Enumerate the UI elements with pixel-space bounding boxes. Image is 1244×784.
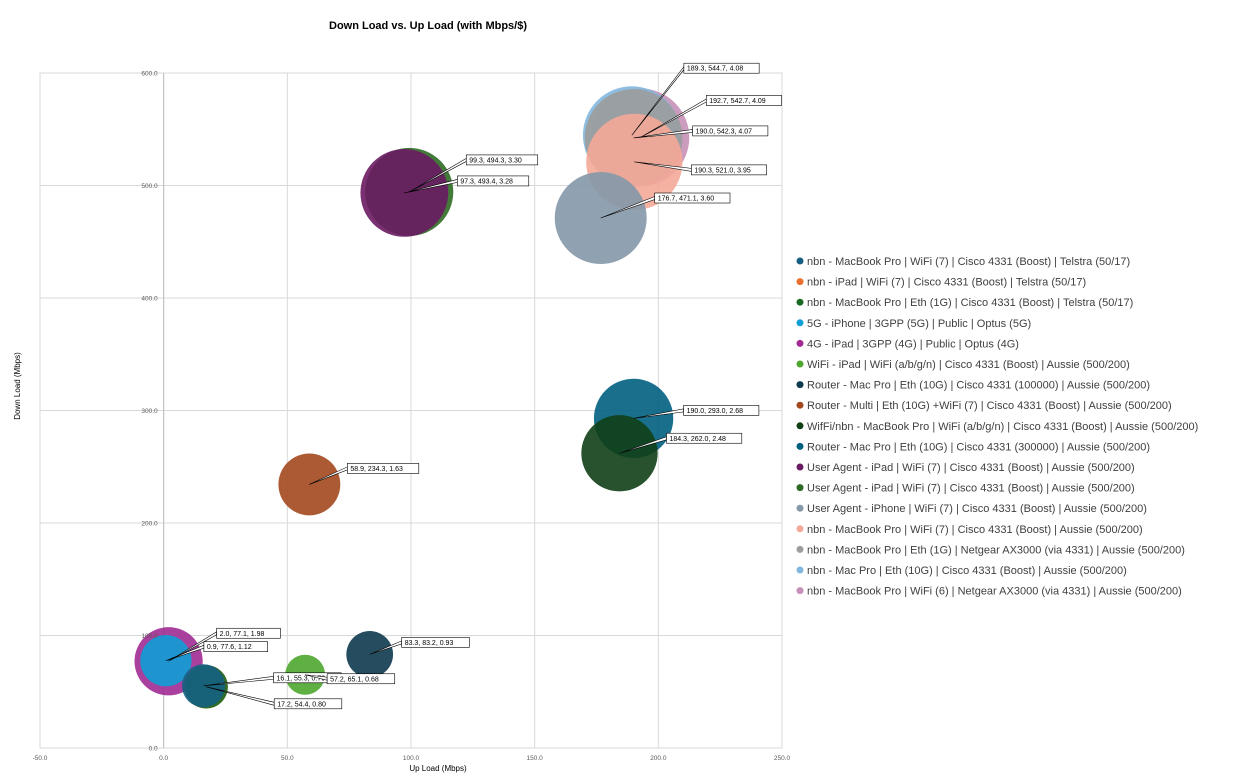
legend-marker — [796, 442, 804, 450]
plot-area: 16.1, 55.3, 0.79 17.2, 54.4, 0.80 0.9, 77.… — [39, 62, 783, 749]
callout-box — [273, 698, 343, 710]
y-tick-label: 600.0 — [141, 71, 158, 78]
legend-marker — [796, 566, 804, 574]
x-tick-label: 100.0 — [403, 755, 420, 762]
legend-marker — [796, 381, 804, 389]
legend-label: Router - Multi | Eth (10G) +WiFi (7) | C… — [807, 400, 1172, 412]
legend-marker — [796, 484, 804, 492]
callout-box — [691, 164, 767, 176]
data-labels: 16.1, 55.3, 0.79 17.2, 54.4, 0.80 0.9, 77.… — [165, 62, 782, 710]
data-label: 99.3, 494.3, 3.30 — [469, 157, 522, 164]
callout-box — [457, 175, 530, 187]
legend-label: nbn - MacBook Pro | WiFi (6) | Netgear A… — [807, 586, 1182, 598]
callout-box — [326, 673, 396, 685]
x-tick-label: 50.0 — [281, 755, 294, 762]
x-tick-label: 0.0 — [159, 755, 168, 762]
legend-marker — [796, 319, 804, 327]
legend-label: WiFi - iPad | WiFi (a/b/g/n) | Cisco 433… — [807, 359, 1130, 371]
y-axis-label: Down Load (Mbps) — [13, 352, 22, 420]
x-axis-label: Up Load (Mbps) — [409, 764, 467, 773]
y-tick-label: 200.0 — [141, 521, 158, 528]
legend-marker — [796, 339, 804, 347]
callout-box — [347, 463, 420, 474]
callout-box — [216, 627, 281, 639]
data-label: 57.2, 65.1, 0.68 — [330, 676, 379, 683]
legend-marker — [796, 525, 804, 533]
x-tick-label: 150.0 — [527, 755, 544, 762]
legend-marker — [796, 545, 804, 553]
x-tick-label: -50.0 — [33, 755, 48, 762]
x-tick-label: 200.0 — [650, 755, 667, 762]
legend-marker — [796, 504, 804, 512]
callout-box — [705, 95, 782, 106]
callout-box — [683, 405, 760, 416]
callout-box — [465, 154, 539, 166]
legend-label: User Agent - iPad | WiFi (7) | Cisco 433… — [807, 483, 1135, 495]
callout-box — [692, 125, 769, 137]
callout-box — [654, 192, 731, 204]
y-tick-label: 100.0 — [141, 633, 158, 640]
data-label: 2.0, 77.1, 1.98 — [220, 631, 265, 638]
bubbles — [134, 86, 690, 709]
callout-box — [203, 641, 268, 653]
x-tick-label: 250.0 — [774, 755, 791, 762]
legend-marker — [796, 422, 804, 430]
legend-label: nbn - MacBook Pro | Eth (1G) | Netgear A… — [807, 544, 1185, 556]
legend-label: Router - Mac Pro | Eth (10G) | Cisco 433… — [807, 441, 1150, 453]
callout-box — [666, 432, 743, 444]
legend-label: nbn - MacBook Pro | WiFi (7) | Cisco 433… — [807, 256, 1130, 268]
legend-label: Router - Mac Pro | Eth (10G) | Cisco 433… — [807, 380, 1150, 392]
y-axis-ticks: 0.0 100.0 200.0 300.0 400.0 500.0 600.0 — [141, 71, 158, 753]
data-label: 83.3, 83.2, 0.93 — [405, 640, 454, 647]
legend-label: User Agent - iPad | WiFi (7) | Cisco 433… — [807, 462, 1135, 474]
legend-label: WifFi/nbn - MacBook Pro | WiFi (a/b/g/n)… — [807, 421, 1198, 433]
legend-label: nbn - MacBook Pro | Eth (1G) | Cisco 433… — [807, 297, 1133, 309]
chart-title: Down Load vs. Up Load (with Mbps/$) — [329, 20, 527, 32]
callout-box — [401, 637, 470, 648]
data-label: 190.3, 521.0, 3.95 — [694, 167, 751, 174]
legend-marker — [796, 463, 804, 471]
data-label: 192.7, 542.7, 4.09 — [709, 98, 766, 105]
data-label: 58.9, 234.3, 1.63 — [350, 466, 403, 473]
y-tick-label: 0.0 — [149, 746, 158, 753]
data-label: 0.9, 77.6, 1.12 — [207, 644, 252, 651]
legend-label: nbn - iPad | WiFi (7) | Cisco 4331 (Boos… — [807, 277, 1086, 289]
x-axis-ticks: -50.0 0.0 50.0 100.0 150.0 200.0 250.0 — [33, 755, 791, 762]
legend-marker — [796, 298, 804, 306]
data-label: 17.2, 54.4, 0.80 — [277, 701, 326, 708]
legend-marker — [796, 360, 804, 368]
legend-label: User Agent - iPhone | WiFi (7) | Cisco 4… — [807, 503, 1147, 515]
data-label: 184.3, 262.0, 2.48 — [670, 436, 727, 443]
data-label: 190.0, 293.0, 2.68 — [687, 408, 744, 415]
data-label: 97.3, 493.4, 3.28 — [460, 178, 513, 185]
legend-marker — [796, 278, 804, 286]
y-tick-label: 500.0 — [141, 183, 158, 190]
data-label: 190.0, 542.3, 4.07 — [696, 128, 753, 135]
legend-label: nbn - Mac Pro | Eth (10G) | Cisco 4331 (… — [807, 565, 1127, 577]
legend-marker — [796, 401, 804, 409]
legend-label: nbn - MacBook Pro | WiFi (7) | Cisco 433… — [807, 524, 1143, 536]
y-tick-label: 300.0 — [141, 408, 158, 415]
data-label: 176.7, 471.1, 3.60 — [658, 196, 715, 203]
legend-marker — [796, 587, 804, 595]
data-label: 189.3, 544.7, 4.08 — [687, 66, 744, 73]
data-label: 16.1, 55.3, 0.79 — [276, 675, 325, 682]
legend-label: 4G - iPad | 3GPP (4G) | Public | Optus (… — [807, 338, 1019, 350]
callout-box — [683, 62, 760, 74]
y-tick-label: 400.0 — [141, 296, 158, 303]
legend: nbn - MacBook Pro | WiFi (7) | Cisco 433… — [796, 256, 1198, 598]
legend-label: 5G - iPhone | 3GPP (5G) | Public | Optus… — [807, 318, 1031, 330]
legend-marker — [796, 257, 804, 265]
